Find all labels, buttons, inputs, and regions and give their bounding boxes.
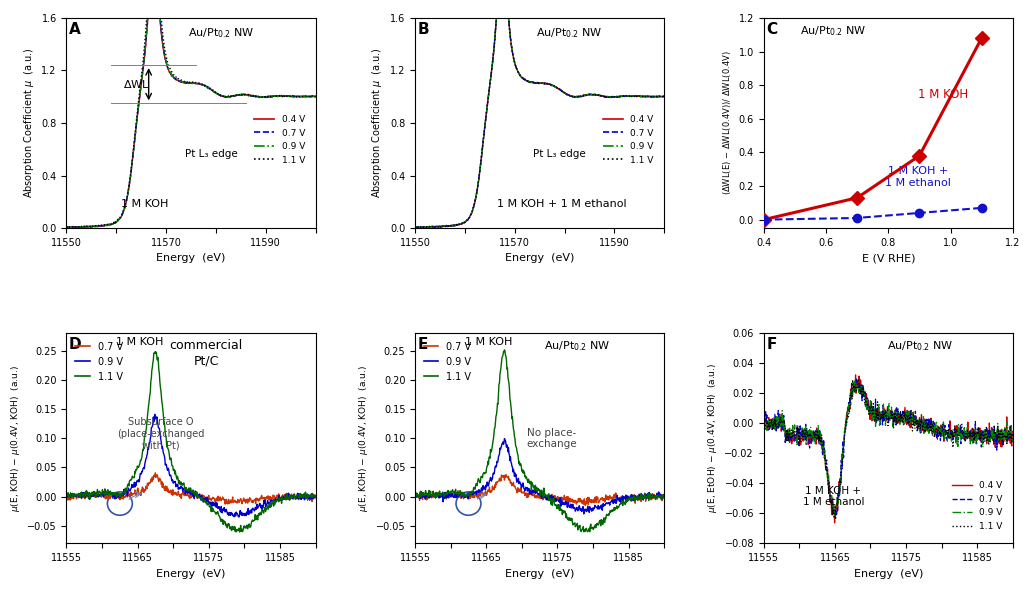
Text: Pt L₃ edge: Pt L₃ edge (184, 149, 237, 159)
Text: 1 M KOH: 1 M KOH (117, 337, 164, 347)
Y-axis label: Absorption Coefficient $\mu$  (a.u.): Absorption Coefficient $\mu$ (a.u.) (370, 48, 385, 198)
Legend: 0.4 V, 0.7 V, 0.9 V, 1.1 V: 0.4 V, 0.7 V, 0.9 V, 1.1 V (599, 112, 657, 168)
X-axis label: Energy  (eV): Energy (eV) (505, 568, 574, 578)
Text: Au/Pt$_{\mathregular{0.2}}$ NW: Au/Pt$_{\mathregular{0.2}}$ NW (536, 26, 603, 40)
Text: Au/Pt$_{\mathregular{0.2}}$ NW: Au/Pt$_{\mathregular{0.2}}$ NW (544, 340, 610, 353)
Text: Au/Pt$_{\mathregular{0.2}}$ NW: Au/Pt$_{\mathregular{0.2}}$ NW (800, 24, 866, 38)
Text: E: E (417, 337, 428, 352)
Legend: 0.7 V, 0.9 V, 1.1 V: 0.7 V, 0.9 V, 1.1 V (420, 338, 476, 386)
Text: 1 M KOH: 1 M KOH (918, 88, 968, 101)
Legend: 0.4 V, 0.7 V, 0.9 V, 1.1 V: 0.4 V, 0.7 V, 0.9 V, 1.1 V (948, 478, 1006, 534)
Text: D: D (69, 337, 82, 352)
Text: 1 M KOH: 1 M KOH (464, 337, 513, 347)
Text: A: A (69, 22, 81, 37)
Y-axis label: $\mu$(E, EtOH) $-$ $\mu$(0.4V, KOH)  (a.u.): $\mu$(E, EtOH) $-$ $\mu$(0.4V, KOH) (a.u… (706, 363, 719, 513)
Text: Au/Pt$_{\mathregular{0.2}}$ NW: Au/Pt$_{\mathregular{0.2}}$ NW (888, 340, 953, 353)
Text: 1 M KOH +
1 M ethanol: 1 M KOH + 1 M ethanol (885, 167, 951, 188)
X-axis label: Energy  (eV): Energy (eV) (853, 568, 923, 578)
Text: $\Delta$WL: $\Delta$WL (123, 78, 149, 90)
Y-axis label: ($\Delta$WL(E) $-$ $\Delta$WL(0.4V))/ $\Delta$WL(0.4V): ($\Delta$WL(E) $-$ $\Delta$WL(0.4V))/ $\… (721, 51, 733, 195)
Text: commercial
Pt/C: commercial Pt/C (170, 340, 242, 367)
Text: C: C (766, 22, 777, 37)
Text: No place-
exchange: No place- exchange (527, 427, 577, 450)
Text: F: F (766, 337, 776, 352)
X-axis label: Energy  (eV): Energy (eV) (505, 253, 574, 263)
Legend: 0.4 V, 0.7 V, 0.9 V, 1.1 V: 0.4 V, 0.7 V, 0.9 V, 1.1 V (251, 112, 309, 168)
Text: 1 M KOH: 1 M KOH (122, 199, 169, 209)
Text: 1 M KOH + 1 M ethanol: 1 M KOH + 1 M ethanol (497, 199, 627, 209)
Text: Pt L₃ edge: Pt L₃ edge (533, 149, 586, 159)
Text: Subsurface O
(place-exchanged
with Pt): Subsurface O (place-exchanged with Pt) (118, 417, 205, 450)
Y-axis label: $\mu$(E, KOH) $-$ $\mu$(0.4V, KOH)  (a.u.): $\mu$(E, KOH) $-$ $\mu$(0.4V, KOH) (a.u.… (357, 365, 370, 512)
Text: B: B (417, 22, 430, 37)
Text: 1 M KOH +
1 M ethanol: 1 M KOH + 1 M ethanol (803, 486, 864, 507)
X-axis label: E (V RHE): E (V RHE) (861, 253, 915, 263)
X-axis label: Energy  (eV): Energy (eV) (157, 568, 226, 578)
X-axis label: Energy  (eV): Energy (eV) (157, 253, 226, 263)
Legend: 0.7 V, 0.9 V, 1.1 V: 0.7 V, 0.9 V, 1.1 V (72, 338, 127, 386)
Y-axis label: $\mu$(E, KOH) $-$ $\mu$(0.4V, KOH)  (a.u.): $\mu$(E, KOH) $-$ $\mu$(0.4V, KOH) (a.u.… (8, 365, 21, 512)
Y-axis label: Absorption Coefficient $\mu$  (a.u.): Absorption Coefficient $\mu$ (a.u.) (21, 48, 36, 198)
Text: Au/Pt$_{\mathregular{0.2}}$ NW: Au/Pt$_{\mathregular{0.2}}$ NW (188, 26, 254, 40)
